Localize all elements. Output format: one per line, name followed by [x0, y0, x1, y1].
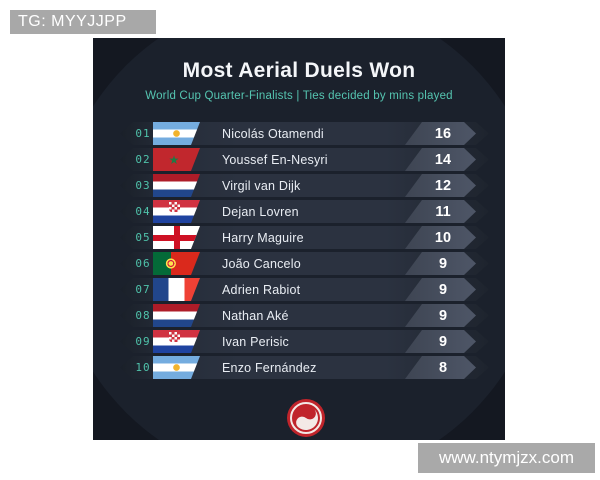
value-label: 9	[438, 256, 448, 272]
player-name: Ivan Perisic	[222, 335, 290, 349]
rank-label: 05	[135, 231, 151, 244]
website-watermark-badge: www.ntymjzx.com	[418, 443, 595, 473]
player-name: Youssef En-Nesyri	[222, 153, 328, 167]
flag-icon	[153, 330, 200, 353]
table-row: 07 Adrien Rabiot 9	[120, 278, 489, 301]
row-background	[120, 122, 489, 145]
player-name: Adrien Rabiot	[222, 283, 301, 297]
rank-label: 03	[135, 179, 151, 192]
rank-label: 08	[135, 309, 151, 322]
value-banner: 9	[405, 330, 476, 353]
value-label: 9	[438, 282, 448, 298]
infographic-card: Most Aerial Duels Won World Cup Quarter-…	[93, 38, 505, 440]
value-banner: 12	[405, 174, 476, 197]
flag-icon	[153, 200, 200, 223]
value-label: 10	[434, 230, 452, 246]
row-background	[120, 226, 489, 249]
row-background	[120, 330, 489, 353]
rank-label: 10	[135, 361, 151, 374]
table-row: 04 Dejan Lovren 11	[120, 200, 489, 223]
value-banner: 14	[405, 148, 476, 171]
rank-label: 01	[135, 127, 151, 140]
rank-label: 07	[135, 283, 151, 296]
flag-icon	[153, 226, 200, 249]
value-label: 9	[438, 308, 448, 324]
table-row: 05 Harry Maguire 10	[120, 226, 489, 249]
row-background	[120, 252, 489, 275]
page-title: Most Aerial Duels Won	[182, 59, 416, 82]
flag-icon	[153, 278, 200, 301]
value-label: 12	[434, 178, 452, 194]
value-label: 16	[434, 126, 452, 142]
table-row: 10 Enzo Fernández 8	[120, 356, 489, 379]
table-row: 06 João Cancelo 9	[120, 252, 489, 275]
row-background	[120, 148, 489, 171]
player-name: Nathan Aké	[222, 309, 289, 323]
value-banner: 9	[405, 304, 476, 327]
ranking-table: 01 Nicolás Otamendi 16 02 Youssef En-Nes…	[120, 122, 489, 382]
flag-icon	[153, 122, 200, 145]
player-name: Dejan Lovren	[222, 205, 299, 219]
flag-icon	[153, 148, 200, 171]
row-background	[120, 174, 489, 197]
flag-icon	[153, 174, 200, 197]
value-banner: 8	[405, 356, 476, 379]
row-background	[120, 356, 489, 379]
player-name: Nicolás Otamendi	[222, 127, 324, 141]
flag-icon	[153, 356, 200, 379]
rank-label: 09	[135, 335, 151, 348]
brand-logo-swirl-icon	[287, 399, 325, 437]
flag-icon	[153, 304, 200, 327]
row-background	[120, 200, 489, 223]
player-name: João Cancelo	[222, 257, 301, 271]
table-row: 02 Youssef En-Nesyri 14	[120, 148, 489, 171]
rank-label: 02	[135, 153, 151, 166]
player-name: Harry Maguire	[222, 231, 304, 245]
value-label: 11	[435, 204, 451, 220]
table-row: 03 Virgil van Dijk 12	[120, 174, 489, 197]
rank-label: 04	[135, 205, 151, 218]
value-banner: 9	[405, 278, 476, 301]
value-label: 14	[434, 152, 452, 168]
flag-icon	[153, 252, 200, 275]
table-row: 08 Nathan Aké 9	[120, 304, 489, 327]
table-row: 09 Ivan Perisic 9	[120, 330, 489, 353]
value-banner: 10	[405, 226, 476, 249]
rank-label: 06	[135, 257, 151, 270]
player-name: Virgil van Dijk	[222, 179, 301, 193]
value-banner: 11	[405, 200, 476, 223]
value-label: 8	[438, 360, 448, 376]
value-banner: 9	[405, 252, 476, 275]
value-banner: 16	[405, 122, 476, 145]
table-row: 01 Nicolás Otamendi 16	[120, 122, 489, 145]
value-label: 9	[438, 334, 448, 350]
player-name: Enzo Fernández	[222, 361, 317, 375]
page-subtitle: World Cup Quarter-Finalists | Ties decid…	[145, 90, 453, 102]
row-background	[120, 304, 489, 327]
telegram-watermark-badge: TG: MYYJJPP	[10, 10, 156, 34]
row-background	[120, 278, 489, 301]
